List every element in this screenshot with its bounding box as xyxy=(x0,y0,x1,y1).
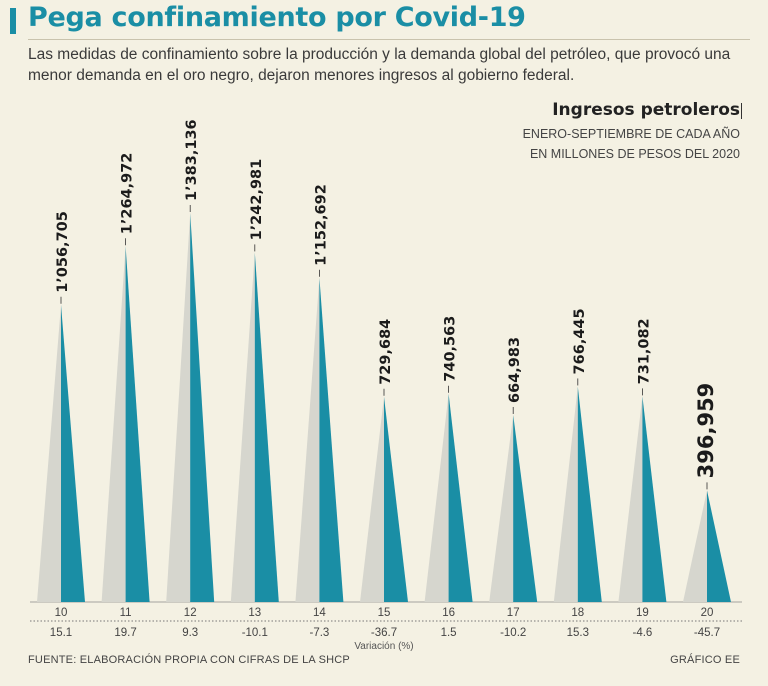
peak-bar-right-19 xyxy=(642,396,667,602)
value-label: 1’383,136 xyxy=(184,119,200,201)
source-note: FUENTE: ELABORACIÓN PROPIA CON CIFRAS DE… xyxy=(28,654,350,666)
value-label: 766,445 xyxy=(572,308,588,374)
year-label: 15 xyxy=(378,607,391,619)
peak-bar-left-14 xyxy=(295,277,320,602)
variation-value: 9.3 xyxy=(182,627,198,639)
variation-axis-label: Variación (%) xyxy=(354,641,413,652)
value-label: 729,684 xyxy=(378,319,394,385)
variation-value: -36.7 xyxy=(371,627,397,639)
peak-bar-left-20 xyxy=(683,490,707,602)
peak-bar-right-13 xyxy=(254,252,279,602)
peak-bar-right-18 xyxy=(577,386,602,602)
peak-bar-right-14 xyxy=(319,277,344,602)
variation-value: -45.7 xyxy=(694,627,720,639)
page-title: Pega confinamiento por Covid-19 xyxy=(28,2,526,33)
chart-title-accent xyxy=(740,103,742,119)
chart-subtitle: ENERO-SEPTIEMBRE DE CADA AÑO EN MILLONES… xyxy=(523,124,740,164)
year-label: 18 xyxy=(571,607,584,619)
variation-value: -10.2 xyxy=(500,627,526,639)
value-label: 1’264,972 xyxy=(120,153,136,235)
chart-subtitle-line-1: ENERO-SEPTIEMBRE DE CADA AÑO xyxy=(522,127,740,141)
value-label: 1’152,692 xyxy=(313,184,329,266)
year-label: 10 xyxy=(55,607,68,619)
value-label: 396,959 xyxy=(694,383,718,479)
peak-bar-left-17 xyxy=(489,414,514,602)
peak-bar-right-15 xyxy=(384,396,408,602)
year-label: 20 xyxy=(701,607,714,619)
credit-note: GRÁFICO EE xyxy=(670,654,740,666)
year-label: 11 xyxy=(120,607,132,619)
peak-bar-right-10 xyxy=(61,304,85,602)
peak-bar-right-20 xyxy=(707,490,731,602)
year-label: 16 xyxy=(442,607,455,619)
year-label: 17 xyxy=(507,607,520,619)
year-label: 19 xyxy=(636,607,649,619)
peak-bar-right-16 xyxy=(448,393,473,602)
peak-bar-left-15 xyxy=(360,396,384,602)
peak-bar-left-11 xyxy=(101,246,126,602)
peak-bar-left-13 xyxy=(230,252,255,602)
year-label: 14 xyxy=(313,607,326,619)
variation-value: -7.3 xyxy=(309,627,329,639)
peak-bar-left-18 xyxy=(553,386,578,602)
page-subtitle: Las medidas de confinamiento sobre la pr… xyxy=(28,46,731,84)
peak-bar-left-10 xyxy=(37,304,61,602)
chart-subtitle-line-2: EN MILLONES DE PESOS DEL 2020 xyxy=(529,147,740,161)
variation-value: -10.1 xyxy=(242,627,268,639)
peak-bar-left-19 xyxy=(618,396,643,602)
variation-value: 15.1 xyxy=(50,627,72,639)
value-label: 740,563 xyxy=(443,316,459,382)
peak-bar-left-12 xyxy=(166,213,191,602)
variation-value: 1.5 xyxy=(441,627,457,639)
peak-bar-left-16 xyxy=(424,393,449,602)
value-label: 1’056,705 xyxy=(55,211,71,293)
peak-bar-right-11 xyxy=(125,246,150,602)
peak-bar-right-12 xyxy=(190,213,215,602)
variation-value: 19.7 xyxy=(114,627,136,639)
year-label: 13 xyxy=(248,607,261,619)
variation-value: 15.3 xyxy=(567,627,589,639)
value-label: 731,082 xyxy=(636,318,652,384)
title-divider xyxy=(28,39,750,40)
title-accent-bar xyxy=(10,8,16,34)
year-label: 12 xyxy=(184,607,197,619)
variation-value: -4.6 xyxy=(632,627,652,639)
value-label: 1’242,981 xyxy=(249,159,265,241)
value-label: 664,983 xyxy=(507,337,523,403)
peak-bar-right-17 xyxy=(513,414,538,602)
chart-title: Ingresos petroleros xyxy=(552,100,740,120)
